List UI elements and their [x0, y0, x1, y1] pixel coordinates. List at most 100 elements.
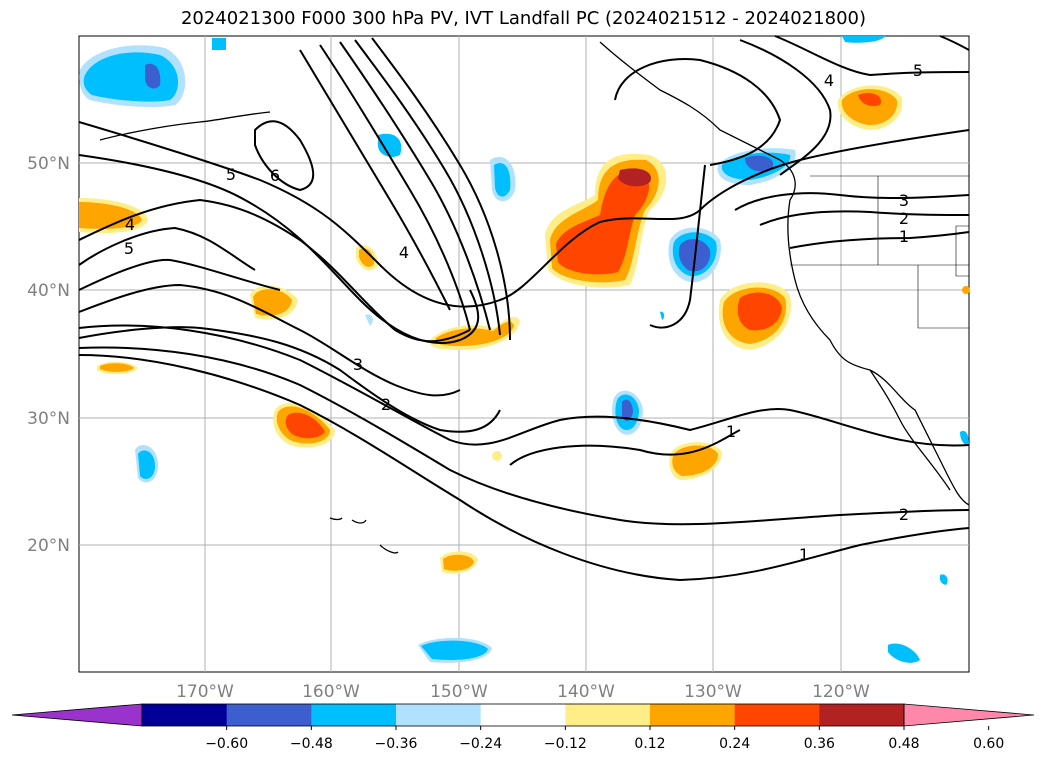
pv-negative-region	[622, 399, 633, 421]
colorbar-extend-high	[903, 703, 1035, 727]
pv-positive-region	[285, 412, 325, 439]
colorbar-segment	[396, 704, 482, 726]
map-plot-area: 5 6 4 5 4 3 2 4 5 3 2 1 1 2 1	[78, 35, 970, 673]
pv-negative-region	[842, 36, 885, 43]
baja-coast	[869, 369, 951, 491]
ivt-contour-line	[319, 44, 471, 331]
ivt-contour-line	[78, 324, 970, 447]
colorbar-tick-label: 0.36	[804, 736, 835, 752]
lat-label: 40°N	[27, 281, 70, 301]
ivt-contour-line	[339, 41, 491, 331]
ivt-contour-line	[614, 58, 782, 166]
colorbar-tick-label: 0.24	[719, 736, 750, 752]
colorbar-tick-label: 0.60	[973, 736, 1004, 752]
pv-positive-region	[443, 554, 474, 571]
map-frame	[78, 35, 970, 673]
ivt-contour-line	[78, 258, 281, 291]
ivt-contour-line	[371, 37, 511, 341]
pv-negative-region	[939, 574, 948, 585]
ivt-contour-line	[78, 346, 970, 526]
pv-negative-region	[745, 155, 774, 172]
hawaii-islands	[329, 517, 399, 554]
aleutian-islands	[99, 111, 271, 141]
pv-positive-region	[841, 89, 898, 126]
pv-negative-region	[212, 38, 226, 50]
coastlines	[99, 41, 970, 554]
colorbar-segment	[819, 704, 905, 726]
contour-label: 2	[381, 395, 391, 414]
ivt-contour-line	[734, 192, 970, 211]
colorbar-tick-label: −0.60	[205, 736, 248, 752]
political-borders	[790, 175, 970, 329]
ivt-contour-line	[509, 429, 741, 466]
colorbar-segment	[226, 704, 312, 726]
pv-positive-region	[618, 168, 651, 187]
contour-label: 3	[899, 191, 909, 210]
colorbar-segment	[311, 704, 397, 726]
contour-label: 5	[124, 239, 134, 258]
lon-label: 130°W	[684, 682, 742, 702]
pv-negative-region	[888, 643, 920, 663]
contour-labels: 5 6 4 5 4 3 2 4 5 3 2 1 1 2 1	[124, 61, 923, 564]
pv-anomaly-fills	[79, 36, 970, 663]
latitude-labels: 50°N 40°N 30°N 20°N	[27, 154, 70, 556]
ivt-contour-line	[649, 164, 706, 329]
pv-negative-region	[145, 63, 161, 89]
ivt-contour-line	[78, 226, 256, 271]
lon-label: 170°W	[176, 682, 234, 702]
lon-label: 160°W	[302, 682, 360, 702]
colorbar-tick-label: 0.48	[888, 736, 919, 752]
contour-label: 5	[226, 165, 236, 184]
pv-negative-region	[365, 314, 373, 326]
contour-label: 1	[799, 545, 809, 564]
pv-negative-region	[138, 450, 155, 479]
contour-label: 2	[899, 209, 909, 228]
colorbar-tick-label: −0.24	[459, 736, 502, 752]
ivt-contour-line	[789, 231, 970, 249]
pv-negative-region	[378, 133, 402, 157]
pv-negative-region	[83, 52, 179, 102]
pv-positive-region	[737, 292, 782, 331]
longitude-labels: 170°W 160°W 150°W 140°W 130°W 120°W	[176, 682, 870, 702]
contour-label: 4	[125, 215, 135, 234]
contour-label: 1	[899, 227, 909, 246]
colorbar-segment	[480, 704, 566, 726]
contour-label: 2	[899, 505, 909, 524]
ivt-contour-line	[354, 39, 501, 336]
colorbar-tick-label: −0.36	[375, 736, 418, 752]
pv-positive-region	[253, 289, 292, 316]
pv-positive-region	[435, 321, 514, 346]
contour-label: 4	[824, 71, 834, 90]
ivt-contours	[78, 35, 970, 582]
contour-label: 5	[913, 61, 923, 80]
pv-positive-region	[962, 286, 970, 294]
border-state	[955, 225, 970, 277]
pv-negative-region	[494, 162, 511, 197]
pv-negative-region	[960, 430, 969, 446]
ivt-contour-line	[78, 198, 471, 343]
colorbar-segment	[650, 704, 736, 726]
pv-positive-region	[492, 451, 502, 461]
contour-label: 3	[353, 355, 363, 374]
pv-positive-region	[100, 363, 134, 372]
pv-positive-region	[359, 248, 374, 267]
lat-label: 30°N	[27, 409, 70, 429]
north-america-coast	[599, 41, 970, 506]
ivt-contour-line	[78, 354, 970, 582]
colorbar-segment	[734, 704, 820, 726]
colorbar-tick-label: −0.48	[290, 736, 333, 752]
colorbar-tick-label: −0.12	[544, 736, 587, 752]
lon-label: 120°W	[812, 682, 870, 702]
colorbar-extend-low	[11, 703, 143, 727]
pv-positive-region	[79, 202, 142, 229]
ivt-contour-line	[78, 283, 461, 397]
lon-label: 140°W	[557, 682, 615, 702]
colorbar: −0.60 −0.48 −0.36 −0.24 −0.12 0.12 0.24 0.36 0.4…	[11, 703, 1035, 752]
contour-label: 6	[270, 166, 280, 185]
pv-negative-region	[660, 311, 665, 320]
ivt-contour-line	[299, 49, 451, 311]
colorbar-frame	[141, 703, 905, 727]
pv-negative-region	[421, 640, 488, 660]
pv-positive-region	[858, 93, 881, 106]
